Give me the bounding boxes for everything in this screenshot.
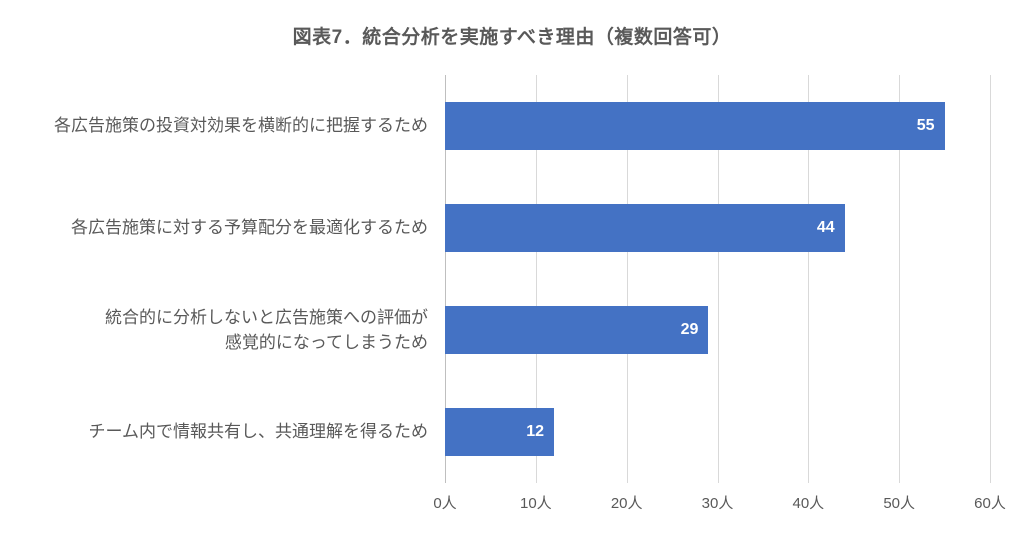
bar: 12 bbox=[445, 408, 554, 456]
chart-container: 図表7．統合分析を実施すべき理由（複数回答可） 55 44 29 12 各広告施策の投… bbox=[0, 0, 1024, 542]
category-label: チーム内で情報共有し、共通理解を得るため bbox=[89, 408, 429, 456]
bar: 29 bbox=[445, 306, 708, 354]
x-tick-label: 20人 bbox=[611, 492, 643, 513]
category-label: 各広告施策に対する予算配分を最適化するため bbox=[71, 204, 428, 252]
grid-line bbox=[990, 75, 991, 483]
bar: 44 bbox=[445, 204, 845, 252]
bar-value-label: 55 bbox=[917, 117, 935, 135]
bar-value-label: 29 bbox=[681, 321, 699, 339]
x-axis: 0人10人20人30人40人50人60人 bbox=[445, 488, 990, 518]
category-label: 各広告施策の投資対効果を横断的に把握するため bbox=[54, 102, 428, 150]
plot-area: 55 44 29 12 bbox=[445, 75, 990, 483]
x-tick-label: 0人 bbox=[433, 492, 456, 513]
bar-value-label: 44 bbox=[817, 219, 835, 237]
y-label-area: 各広告施策の投資対効果を横断的に把握するため各広告施策に対する予算配分を最適化す… bbox=[0, 75, 440, 483]
x-tick-label: 10人 bbox=[520, 492, 552, 513]
x-tick-label: 50人 bbox=[883, 492, 915, 513]
x-tick-label: 30人 bbox=[702, 492, 734, 513]
chart-title: 図表7．統合分析を実施すべき理由（複数回答可） bbox=[0, 0, 1024, 61]
bar-value-label: 12 bbox=[526, 423, 544, 441]
bar: 55 bbox=[445, 102, 945, 150]
x-tick-label: 40人 bbox=[792, 492, 824, 513]
x-tick-label: 60人 bbox=[974, 492, 1006, 513]
category-label: 統合的に分析しないと広告施策への評価が感覚的になってしまうため bbox=[105, 305, 428, 356]
